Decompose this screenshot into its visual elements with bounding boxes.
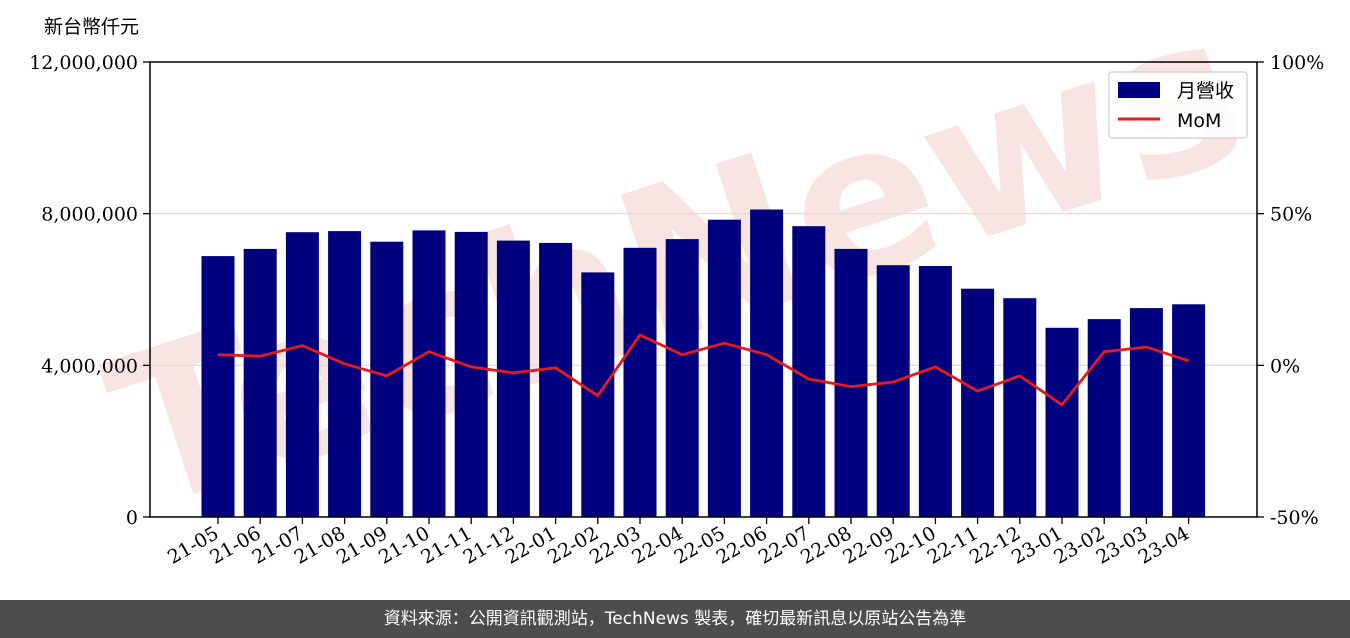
bar-22-09 xyxy=(876,265,910,517)
mom-polyline xyxy=(217,333,1190,407)
bar-23-03 xyxy=(1129,308,1163,517)
footer-source-note: 資料來源：公開資訊觀測站，TechNews 製表，確切最新訊息以原站公告為準 xyxy=(0,600,1350,638)
y-left-tick-label: 4,000,000 xyxy=(41,355,138,377)
legend-swatch-bar xyxy=(1118,82,1160,98)
y-left-tick-label: 12,000,000 xyxy=(29,52,138,74)
bar-22-12 xyxy=(1003,298,1037,517)
plot-frame xyxy=(149,61,1258,518)
bar-22-01 xyxy=(539,242,573,517)
bar-22-08 xyxy=(834,248,868,517)
bar-21-08 xyxy=(328,231,362,517)
y-right-tick-label: 50% xyxy=(1270,204,1312,226)
bar-22-11 xyxy=(961,288,995,517)
bar-22-04 xyxy=(665,239,699,517)
mom-line xyxy=(217,333,1190,407)
chart: TechNews 新台幣仟元 04,000,0008,000,00012,000… xyxy=(29,0,1324,569)
bar-21-05 xyxy=(201,256,235,517)
bar-22-03 xyxy=(623,247,657,518)
bar-23-04 xyxy=(1172,304,1206,517)
bar-23-02 xyxy=(1087,319,1121,517)
bar-21-07 xyxy=(285,232,319,517)
bar-23-01 xyxy=(1045,327,1079,517)
y-left-tick-label: 8,000,000 xyxy=(41,204,138,226)
legend-label-bar: 月營收 xyxy=(1177,80,1234,102)
bar-21-12 xyxy=(496,240,530,517)
legend-label-line: MoM xyxy=(1177,110,1221,132)
bar-22-05 xyxy=(707,219,741,517)
bar-21-11 xyxy=(454,231,488,517)
y-right-tick-label: -50% xyxy=(1270,507,1319,529)
y-right-tick-label: 100% xyxy=(1270,52,1324,74)
bar-21-06 xyxy=(243,248,277,517)
bar-22-06 xyxy=(750,209,784,517)
bar-22-10 xyxy=(918,266,952,517)
y-left-tick-label: 0 xyxy=(126,507,138,529)
bar-21-10 xyxy=(412,230,446,517)
bar-21-09 xyxy=(370,241,404,517)
y-right-tick-label: 0% xyxy=(1270,355,1300,377)
legend: 月營收 MoM xyxy=(1108,71,1248,139)
y-unit-label: 新台幣仟元 xyxy=(44,16,139,38)
bars xyxy=(201,209,1206,518)
